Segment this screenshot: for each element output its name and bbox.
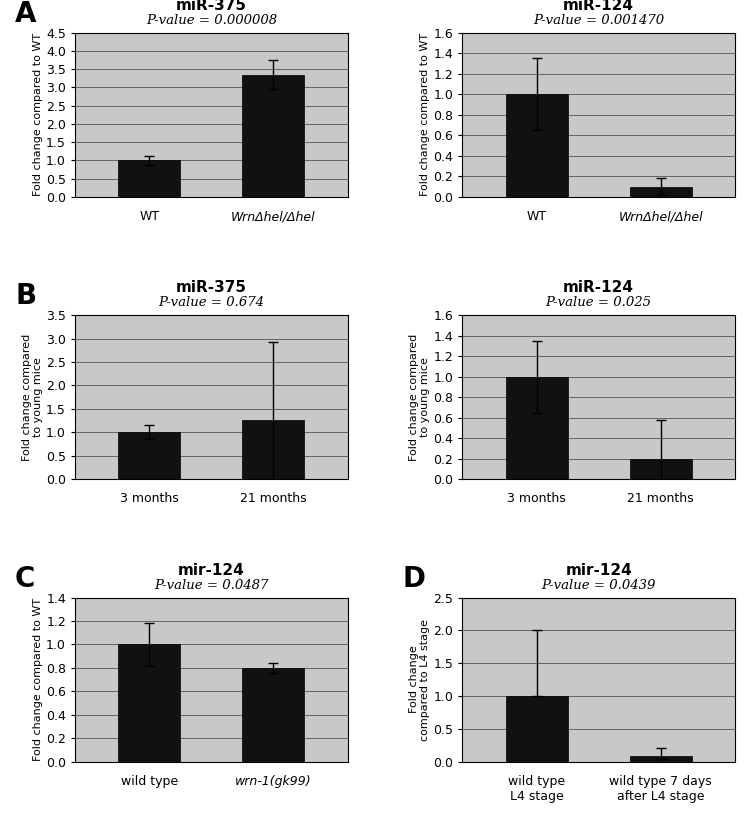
Bar — [630, 459, 692, 479]
Text: D: D — [402, 564, 425, 593]
Bar — [506, 377, 568, 479]
Y-axis label: Fold change compared to WT: Fold change compared to WT — [421, 34, 430, 197]
Text: C: C — [15, 564, 35, 593]
Y-axis label: Fold change compared
to young mice: Fold change compared to young mice — [22, 333, 44, 461]
Y-axis label: Fold change compared
to young mice: Fold change compared to young mice — [409, 333, 430, 461]
Text: mir-124: mir-124 — [566, 563, 632, 577]
Text: miR-375: miR-375 — [176, 0, 247, 13]
Text: P-value = 0.001470: P-value = 0.001470 — [533, 14, 664, 27]
Text: P-value = 0.0487: P-value = 0.0487 — [154, 579, 268, 592]
Text: 3 months: 3 months — [120, 492, 178, 505]
Text: WrnΔhel/Δhel: WrnΔhel/Δhel — [618, 210, 703, 223]
Y-axis label: Fold change compared to WT: Fold change compared to WT — [33, 598, 44, 761]
Text: miR-124: miR-124 — [563, 280, 634, 296]
Text: wrn-1(gk99): wrn-1(gk99) — [235, 775, 312, 788]
Text: wild type
L4 stage: wild type L4 stage — [508, 775, 566, 803]
Text: 21 months: 21 months — [627, 492, 694, 505]
Text: A: A — [15, 0, 37, 28]
Bar — [506, 696, 568, 762]
Text: miR-124: miR-124 — [563, 0, 634, 13]
Text: P-value = 0.0439: P-value = 0.0439 — [542, 579, 656, 592]
Bar — [630, 756, 692, 762]
Bar — [118, 161, 180, 197]
Text: wild type 7 days
after L4 stage: wild type 7 days after L4 stage — [609, 775, 712, 803]
Text: miR-375: miR-375 — [176, 280, 247, 296]
Bar — [118, 432, 180, 479]
Text: 21 months: 21 months — [240, 492, 307, 505]
Bar — [118, 645, 180, 762]
Y-axis label: Fold change compared to WT: Fold change compared to WT — [33, 34, 44, 197]
Bar — [630, 187, 692, 197]
Y-axis label: Fold change
compared to L4 stage: Fold change compared to L4 stage — [409, 618, 430, 740]
Text: P-value = 0.674: P-value = 0.674 — [158, 296, 264, 310]
Bar — [242, 75, 304, 197]
Text: mir-124: mir-124 — [178, 563, 244, 577]
Bar — [506, 94, 568, 197]
Bar — [242, 667, 304, 762]
Text: WrnΔhel/Δhel: WrnΔhel/Δhel — [231, 210, 316, 223]
Text: B: B — [15, 283, 36, 310]
Text: WT: WT — [140, 210, 160, 223]
Text: P-value = 0.025: P-value = 0.025 — [546, 296, 652, 310]
Text: WT: WT — [526, 210, 547, 223]
Text: wild type: wild type — [121, 775, 178, 788]
Text: P-value = 0.000008: P-value = 0.000008 — [146, 14, 277, 27]
Text: 3 months: 3 months — [507, 492, 566, 505]
Bar — [242, 419, 304, 479]
